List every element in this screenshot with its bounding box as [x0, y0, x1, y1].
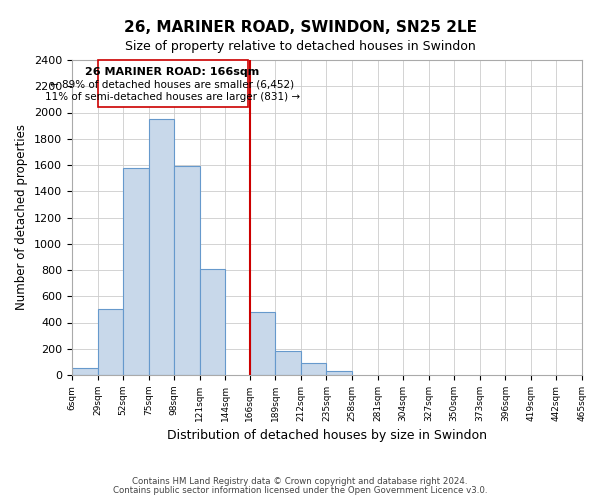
Text: 26 MARINER ROAD: 166sqm: 26 MARINER ROAD: 166sqm [85, 67, 260, 77]
Bar [72, 368, 98, 375]
Bar [250, 312, 275, 375]
FancyBboxPatch shape [98, 60, 248, 108]
Text: 26, MARINER ROAD, SWINDON, SN25 2LE: 26, MARINER ROAD, SWINDON, SN25 2LE [124, 20, 476, 35]
Bar [149, 119, 174, 375]
Bar [174, 166, 200, 375]
X-axis label: Distribution of detached houses by size in Swindon: Distribution of detached houses by size … [167, 430, 487, 442]
Y-axis label: Number of detached properties: Number of detached properties [16, 124, 28, 310]
Text: Contains HM Land Registry data © Crown copyright and database right 2024.: Contains HM Land Registry data © Crown c… [132, 477, 468, 486]
Bar [200, 270, 226, 375]
Text: 11% of semi-detached houses are larger (831) →: 11% of semi-detached houses are larger (… [45, 92, 300, 102]
Bar [98, 308, 123, 375]
Bar [275, 350, 301, 375]
Bar [123, 168, 149, 375]
Text: Size of property relative to detached houses in Swindon: Size of property relative to detached ho… [125, 40, 475, 53]
Text: ← 89% of detached houses are smaller (6,452): ← 89% of detached houses are smaller (6,… [50, 80, 295, 90]
Text: Contains public sector information licensed under the Open Government Licence v3: Contains public sector information licen… [113, 486, 487, 495]
Bar [326, 371, 352, 375]
Bar [301, 363, 326, 375]
